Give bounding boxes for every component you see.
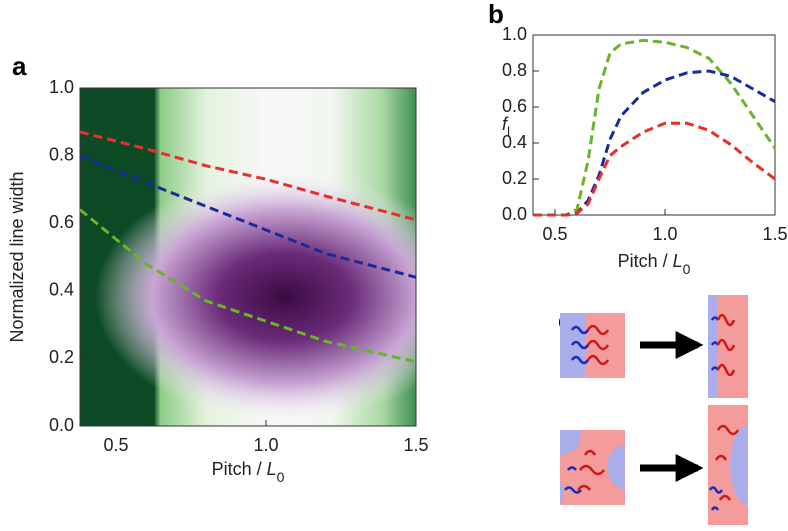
data-line — [79, 154, 417, 279]
y-label-var: f — [502, 114, 509, 134]
heatmap — [80, 88, 416, 426]
y-axis-label: Normalized line width — [7, 171, 27, 342]
y-tick-label: 1.0 — [49, 77, 74, 97]
y-tick-label: 0.2 — [502, 168, 527, 188]
x-label-var: L — [673, 251, 683, 271]
plot-frame — [79, 87, 417, 427]
data-line — [79, 130, 417, 222]
x-tick-label: 0.5 — [103, 435, 128, 455]
x-label-sub: 0 — [683, 261, 691, 277]
y-tick-label: 0.4 — [502, 132, 527, 152]
x-axis-label: Pitch / L0 — [212, 459, 285, 485]
data-line — [533, 38, 777, 217]
y-tick-label: 0.0 — [502, 204, 527, 224]
x-tick-label: 1.0 — [253, 435, 278, 455]
x-label-var: L — [267, 459, 277, 479]
y-tick-label: 0.4 — [49, 280, 74, 300]
y-axis-label: fl — [502, 114, 510, 139]
y-tick-label: 0.6 — [502, 96, 527, 116]
panel-label: a — [12, 51, 27, 81]
y-label-sub: l — [507, 124, 510, 139]
y-tick-label: 0.2 — [49, 347, 74, 367]
y-tick-label: 0.6 — [49, 212, 74, 232]
x-label-text: Pitch / — [212, 459, 262, 479]
plot-frame — [532, 34, 776, 216]
panel-label: b — [488, 0, 504, 29]
x-tick-label: 1.0 — [652, 224, 677, 244]
diagram-c — [560, 295, 748, 525]
y-tick-label: 0.0 — [49, 415, 74, 435]
data-line — [533, 121, 776, 217]
y-tick-label: 0.8 — [502, 60, 527, 80]
y-tick-label: 0.8 — [49, 144, 74, 164]
x-tick-label: 1.5 — [403, 435, 428, 455]
data-line — [79, 208, 417, 364]
y-tick-label: 1.0 — [502, 24, 527, 44]
x-tick-label: 0.5 — [542, 224, 567, 244]
x-tick-label: 1.5 — [762, 224, 787, 244]
x-axis-label: Pitch / L0 — [618, 251, 691, 277]
x-label-sub: 0 — [277, 469, 285, 485]
x-label-text: Pitch / — [618, 251, 668, 271]
